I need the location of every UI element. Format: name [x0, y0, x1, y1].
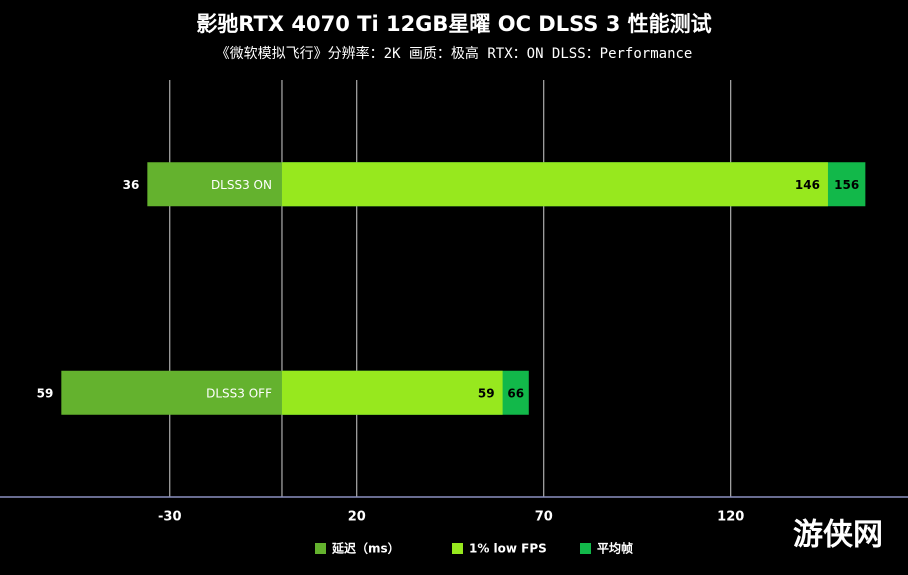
chart-title: 影驰RTX 4070 Ti 12GB星曜 OC DLSS 3 性能测试	[196, 12, 711, 36]
value-label: 36	[123, 178, 140, 192]
category-label: DLSS3 ON	[211, 178, 272, 192]
x-tick-label: 120	[717, 510, 744, 525]
value-label: 59	[478, 386, 495, 400]
legend-label: 平均帧	[597, 541, 633, 556]
bar	[281, 370, 503, 415]
value-label: 146	[795, 178, 820, 192]
category-label: DLSS3 OFF	[206, 386, 272, 400]
value-label: 156	[834, 178, 859, 192]
legend-label: 延迟（ms）	[331, 541, 400, 556]
bar	[147, 162, 282, 207]
legend-swatch	[452, 543, 463, 554]
value-label: 66	[507, 386, 524, 400]
chart-subtitle: 《微软模拟飞行》分辨率：2K 画质：极高 RTX：ON DLSS：Perform…	[216, 45, 693, 62]
legend-swatch	[315, 543, 326, 554]
x-tick-label: 20	[348, 510, 366, 525]
legend-swatch	[580, 543, 591, 554]
bar	[61, 370, 282, 415]
bar	[281, 162, 828, 207]
watermark: 游侠网	[793, 518, 883, 553]
x-tick-label: 70	[535, 510, 553, 525]
x-tick-label: -30	[158, 510, 182, 525]
legend-label: 1% low FPS	[469, 542, 547, 556]
value-label: 59	[37, 386, 54, 400]
